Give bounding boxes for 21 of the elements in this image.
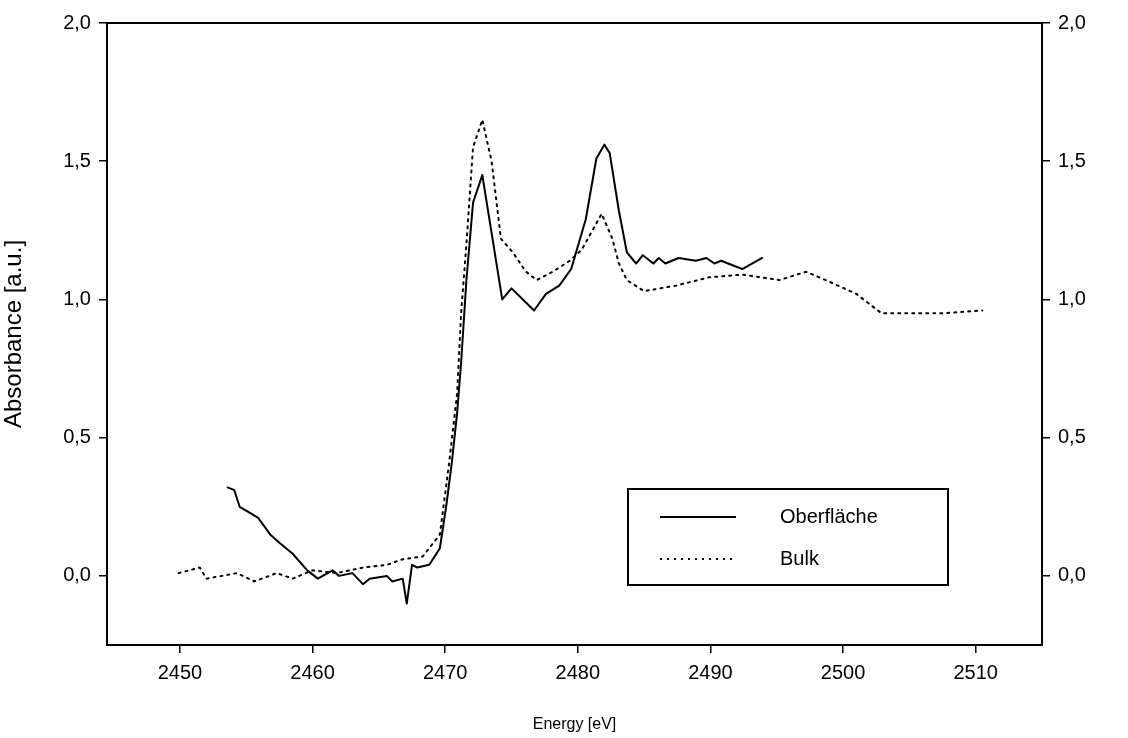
y-tick-label: 1,0 (63, 286, 91, 309)
y2-tick-label: 0,5 (1058, 425, 1086, 448)
y-tick-label: 1,5 (63, 148, 91, 171)
y2-tick-label: 1,5 (1058, 148, 1086, 171)
y-axis-title: Absorbance [a.u.] (0, 239, 27, 429)
x-tick-label: 2470 (422, 660, 468, 683)
x-tick-label: 2510 (953, 660, 998, 683)
x-tick-label: 2450 (157, 660, 203, 683)
legend-label: Oberfläche (780, 504, 878, 527)
y-tick-label: 0,5 (63, 425, 91, 448)
y2-tick-label: 2,0 (1058, 10, 1086, 33)
x-tick-label: 2500 (820, 660, 866, 683)
y-tick-label: 2,0 (63, 10, 91, 33)
y2-tick-label: 1,0 (1058, 286, 1086, 309)
x-tick-label: 2480 (555, 660, 601, 683)
x-axis-title: Energy [eV] (532, 714, 617, 732)
legend-label: Bulk (780, 546, 820, 569)
x-tick-label: 2490 (688, 660, 733, 683)
x-tick-label: 2460 (290, 660, 335, 683)
y-tick-label: 0,0 (63, 563, 91, 586)
y2-tick-label: 0,0 (1058, 563, 1086, 586)
